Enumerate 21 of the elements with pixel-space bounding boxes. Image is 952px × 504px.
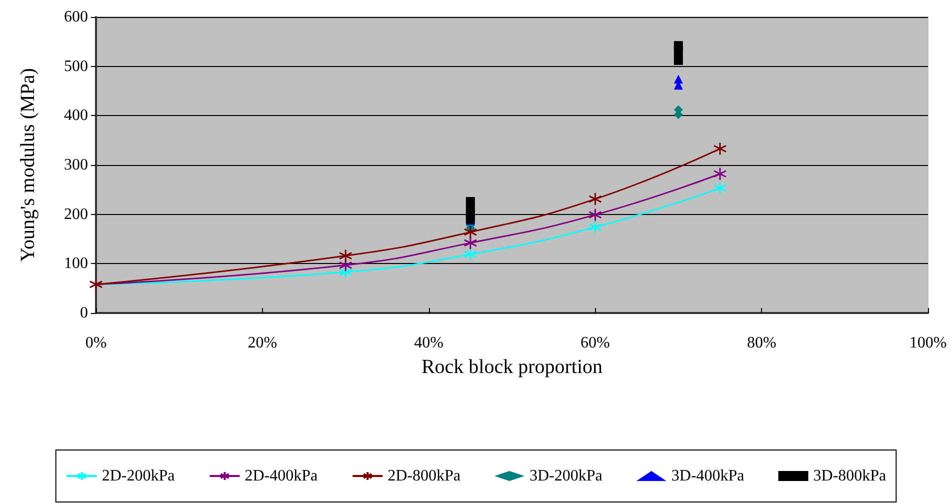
x-tick-label: 0%	[85, 334, 107, 352]
y-tick-label: 100	[64, 255, 88, 272]
y-tick-label: 0	[80, 304, 88, 322]
x-tick-label: 60%	[580, 334, 610, 352]
y-tick-label: 500	[64, 58, 88, 75]
y-tick-label: 200	[64, 206, 88, 223]
legend-label: 2D-400kPa	[244, 468, 318, 484]
x-tick-label: 100%	[909, 334, 947, 352]
x-axis-title: Rock block proportion	[421, 356, 603, 378]
legend-label: 2D-800kPa	[388, 468, 461, 484]
x-tick-label: 40%	[414, 334, 444, 352]
legend-label: 3D-800kPa	[813, 468, 886, 484]
y-tick-label: 600	[64, 8, 88, 26]
x-tick-label: 20%	[248, 334, 278, 352]
y-tick-label: 400	[64, 107, 88, 124]
y-tick-label: 300	[64, 156, 88, 174]
legend-label: 3D-400kPa	[671, 468, 744, 484]
y-axis-title: Young's modulus (MPa)	[17, 68, 39, 262]
legend-label: 3D-200kPa	[530, 468, 602, 484]
legend-label: 2D-200kPa	[102, 468, 175, 484]
x-tick-label: 80%	[746, 334, 776, 352]
